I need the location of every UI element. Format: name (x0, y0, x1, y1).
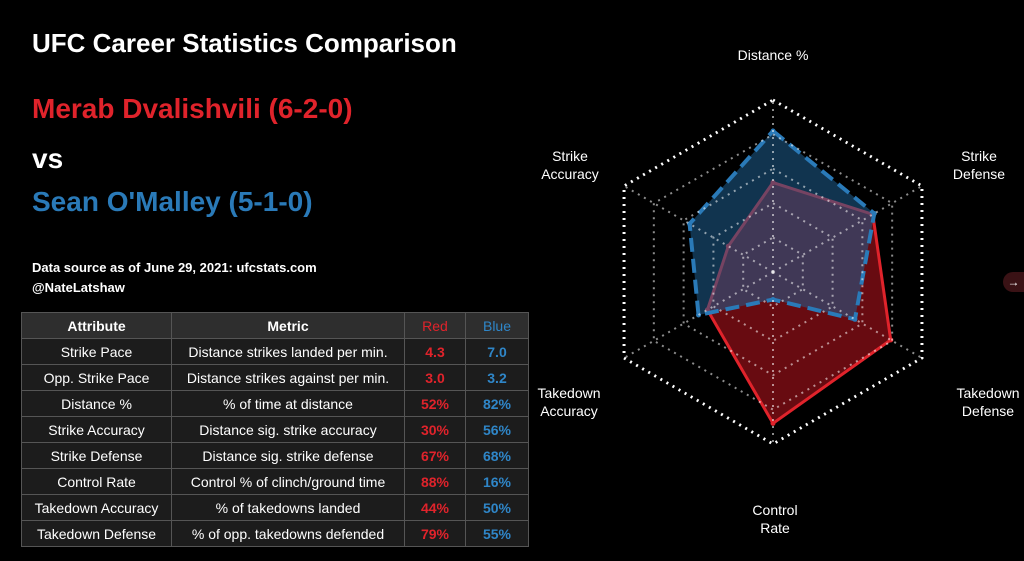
series-red-point (770, 420, 776, 426)
cell-metric: % of opp. takedowns defended (171, 520, 405, 547)
table-row: Control Rate Control % of clinch/ground … (21, 468, 529, 495)
header-red: Red (404, 312, 466, 339)
axis-label-line: Strike (961, 148, 997, 164)
table-row: Takedown Accuracy % of takedowns landed … (21, 494, 529, 521)
red-fighter-name: Merab Dvalishvili (6-2-0) (32, 93, 353, 124)
axis-label: Distance % (738, 47, 809, 63)
cell-blue: 55% (465, 520, 529, 547)
cell-blue: 68% (465, 442, 529, 469)
cell-red: 3.0 (404, 364, 466, 391)
cell-blue: 50% (465, 494, 529, 521)
cell-attribute: Strike Accuracy (21, 416, 172, 443)
cell-red: 52% (404, 390, 466, 417)
grid-ring (652, 133, 894, 411)
table-row: Strike Accuracy Distance sig. strike acc… (21, 416, 529, 443)
header-blue: Blue (465, 312, 529, 339)
cell-attribute: Takedown Accuracy (21, 494, 172, 521)
next-arrow-icon[interactable]: → (1003, 272, 1024, 292)
axis-label: Takedown Defense (956, 385, 1019, 419)
cell-metric: Distance strikes against per min. (171, 364, 405, 391)
cell-attribute: Opp. Strike Pace (21, 364, 172, 391)
cell-red: 44% (404, 494, 466, 521)
radar-chart: Distance % Strike Defense Takedown Defense Co… (537, 47, 1019, 536)
axis-label-line: Takedown (956, 385, 1019, 401)
table-row: Distance % % of time at distance 52% 82% (21, 390, 529, 417)
cell-red: 30% (404, 416, 466, 443)
cell-metric: % of takedowns landed (171, 494, 405, 521)
blue-fighter-name: Sean O'Malley (5-1-0) (32, 186, 313, 217)
cell-attribute: Strike Defense (21, 442, 172, 469)
table-row: Takedown Defense % of opp. takedowns def… (21, 520, 529, 547)
axis-label: Strike Defense (953, 148, 1005, 182)
axis-label-line: Accuracy (540, 403, 598, 419)
header-attribute: Attribute (21, 312, 172, 339)
axis-label: Takedown Accuracy (537, 385, 600, 419)
cell-attribute: Takedown Defense (21, 520, 172, 547)
axis-label-line: Defense (962, 403, 1014, 419)
cell-attribute: Distance % (21, 390, 172, 417)
axis-label-line: Takedown (537, 385, 600, 401)
axis-label-line: Strike (552, 148, 588, 164)
chart-title: UFC Career Statistics Comparison (32, 28, 457, 58)
cell-metric: Distance strikes landed per min. (171, 338, 405, 365)
cell-red: 88% (404, 468, 466, 495)
grid-spoke (772, 271, 923, 359)
header-metric: Metric (171, 312, 405, 339)
cell-attribute: Control Rate (21, 468, 172, 495)
table-row: Opp. Strike Pace Distance strikes agains… (21, 364, 529, 391)
cell-attribute: Strike Pace (21, 338, 172, 365)
axis-label-line: Distance % (738, 47, 809, 63)
grid-ring (682, 167, 864, 377)
cell-blue: 56% (465, 416, 529, 443)
axis-label: Control Rate (752, 502, 797, 536)
grid-ring (712, 202, 834, 342)
axis-label-line: Defense (953, 166, 1005, 182)
axis-label-line: Accuracy (541, 166, 599, 182)
stats-table: Attribute Metric Red Blue Strike Pace Di… (21, 312, 529, 547)
axis-label-line: Rate (760, 520, 790, 536)
axis-label: Strike Accuracy (541, 148, 599, 182)
cell-metric: Distance sig. strike defense (171, 442, 405, 469)
cell-red: 4.3 (404, 338, 466, 365)
table-row: Strike Defense Distance sig. strike defe… (21, 442, 529, 469)
cell-red: 67% (404, 442, 466, 469)
series-blue-polygon (687, 128, 877, 322)
series-blue-point (770, 297, 776, 303)
cell-blue: 82% (465, 390, 529, 417)
cell-blue: 16% (465, 468, 529, 495)
cell-metric: % of time at distance (171, 390, 405, 417)
table-header-row: Attribute Metric Red Blue (21, 312, 529, 339)
vs-label: vs (32, 143, 64, 174)
cell-red: 79% (404, 520, 466, 547)
grid-spoke (772, 185, 923, 273)
axis-label-line: Control (752, 502, 797, 518)
cell-metric: Distance sig. strike accuracy (171, 416, 405, 443)
series-blue-point (871, 211, 877, 217)
table-row: Strike Pace Distance strikes landed per … (21, 338, 529, 365)
cell-metric: Control % of clinch/ground time (171, 468, 405, 495)
author-handle: @NateLatshaw (32, 280, 125, 295)
source-note: Data source as of June 29, 2021: ufcstat… (32, 258, 317, 298)
source-line: Data source as of June 29, 2021: ufcstat… (32, 260, 317, 275)
